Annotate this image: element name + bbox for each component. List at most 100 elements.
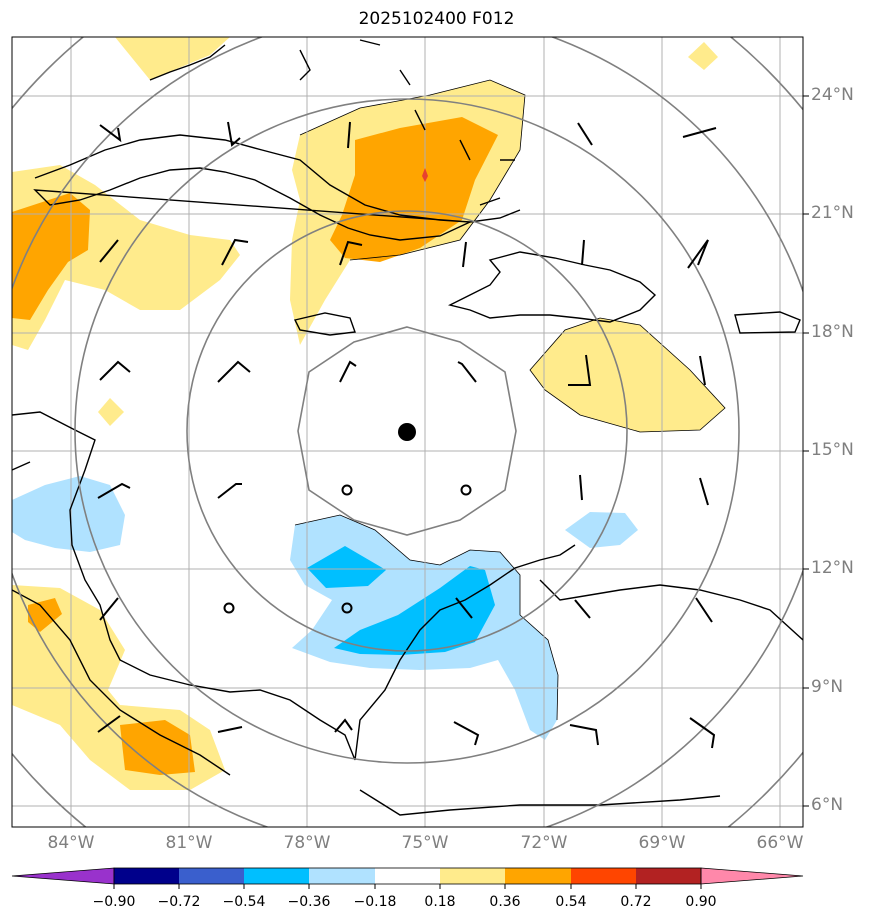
central-america-coastline [12, 411, 356, 761]
red-marker [422, 168, 428, 182]
wind-barb [99, 239, 119, 263]
wind-barb [453, 721, 480, 746]
wind-barb [699, 477, 709, 506]
florida-keys [149, 44, 226, 81]
lat-label-21n: 21°N [811, 203, 854, 223]
lat-label-15n: 15°N [811, 440, 854, 460]
wind-barb [577, 122, 593, 146]
lon-label-84w: 84°W [47, 833, 95, 853]
map-frame [11, 36, 804, 828]
calm-wind-circle [460, 484, 472, 496]
wind-barb [462, 241, 467, 268]
colombia-venezuela-coastline [354, 544, 803, 761]
wind-barb [99, 597, 119, 621]
wind-barb [569, 724, 599, 746]
lat-label-6n: 6°N [811, 795, 844, 815]
colorbar-tick-label: 0.54 [555, 894, 587, 910]
colorbar-frame [113, 867, 702, 885]
strong-negative-anomaly-area [334, 566, 495, 655]
positive-anomaly-area [98, 398, 124, 426]
puerto-rico-coastline [734, 311, 801, 334]
colorbar-bin [244, 868, 309, 884]
wind-barb [217, 483, 242, 499]
range-ring-3 [74, 98, 740, 764]
colorbar-tick-label: −0.18 [353, 894, 397, 910]
positive-anomaly-area [115, 37, 230, 80]
storm-center-marker [398, 423, 416, 441]
jamaica-coastline [293, 312, 356, 336]
colorbar-tick-label: −0.36 [287, 894, 331, 910]
wind-barb [217, 726, 243, 733]
central-america-pacific-coastline [12, 461, 231, 776]
lat-label-9n: 9°N [811, 677, 844, 697]
colorbar-bin [179, 868, 244, 884]
wind-barb [457, 361, 477, 383]
wind-barb [334, 718, 353, 733]
colorbar-bin [114, 868, 179, 884]
colorbar-tick-label: 0.90 [685, 894, 717, 910]
colorbar-bin [440, 868, 505, 884]
colorbar-tick-label: 0.72 [620, 894, 652, 910]
lat-label-18n: 18°N [811, 322, 854, 342]
range-ring-1 [297, 326, 517, 536]
calm-wind-circle [341, 484, 353, 496]
lon-label-81w: 81°W [165, 833, 213, 853]
anomaly-fill-areas [12, 37, 725, 790]
colorbar-bin [505, 868, 571, 884]
calm-wind-circle [223, 602, 235, 614]
wind-barb [581, 239, 585, 266]
lon-label-72w: 72°W [520, 833, 568, 853]
wind-barb [579, 474, 583, 501]
lat-ticks [803, 95, 809, 807]
wind-barb [699, 355, 706, 386]
south-america-inland [359, 789, 721, 816]
wind-barb [689, 717, 716, 749]
negative-anomaly-area [12, 476, 125, 552]
colorbar-tick-label: −0.90 [92, 894, 136, 910]
wind-barb [687, 239, 709, 269]
range-ring-2 [186, 210, 628, 652]
map-title: 2025102400 F012 [358, 9, 515, 29]
lon-label-66w: 66°W [756, 833, 804, 853]
negative-anomaly-area [565, 512, 638, 548]
colorbar-bin [375, 868, 440, 884]
graticule [12, 37, 803, 827]
wind-barb [339, 240, 363, 266]
wind-barb [97, 482, 131, 499]
wind-barb [347, 121, 351, 149]
wind-barb [682, 127, 717, 138]
wind-barb [99, 360, 131, 381]
strong-positive-anomaly-area [330, 117, 498, 262]
wind-barb [227, 121, 241, 147]
wind-barb [217, 360, 251, 383]
colorbar-tick-label: 0.36 [489, 894, 521, 910]
strong-positive-anomaly-area [28, 598, 62, 632]
lon-label-75w: 75°W [401, 833, 449, 853]
coastlines [12, 39, 803, 816]
contour-outlines [294, 79, 726, 721]
lat-label-12n: 12°N [811, 558, 854, 578]
colorbar-under-arrow [11, 867, 115, 885]
colorbar-tick-label: −0.72 [157, 894, 201, 910]
positive-anomaly-area [688, 42, 718, 70]
positive-anomaly-area [530, 318, 725, 432]
strong-negative-anomaly-area [307, 546, 386, 588]
colorbar-bin [571, 868, 636, 884]
lat-label-24n: 24°N [811, 85, 854, 105]
lon-label-69w: 69°W [638, 833, 686, 853]
calm-wind-circle [341, 602, 353, 614]
wind-barb [568, 354, 592, 386]
wind-barb [97, 715, 121, 733]
lon-label-78w: 78°W [283, 833, 331, 853]
colorbar [11, 867, 804, 889]
colorbar-tick-label: −0.54 [222, 894, 266, 910]
wind-barb [221, 238, 249, 266]
hispaniola-coastline [447, 251, 657, 323]
strong-positive-anomaly-area [120, 720, 195, 775]
wind-barb [99, 124, 122, 143]
calm-wind-markers [223, 484, 472, 614]
colorbar-over-arrow [700, 867, 804, 885]
wind-barb [574, 599, 591, 619]
